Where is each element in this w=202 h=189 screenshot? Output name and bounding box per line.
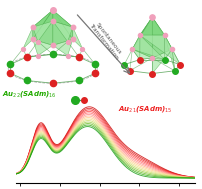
Polygon shape	[132, 49, 152, 60]
Polygon shape	[139, 35, 179, 65]
Polygon shape	[53, 21, 73, 42]
Polygon shape	[152, 17, 171, 58]
Polygon shape	[23, 27, 33, 49]
Polygon shape	[53, 39, 73, 56]
Polygon shape	[132, 17, 152, 49]
Polygon shape	[33, 10, 53, 45]
Polygon shape	[33, 39, 53, 56]
Polygon shape	[152, 17, 171, 49]
Polygon shape	[53, 10, 73, 39]
Polygon shape	[132, 35, 164, 60]
Text: Au$_{22}$(SAdm)$_{16}$: Au$_{22}$(SAdm)$_{16}$	[2, 89, 56, 99]
Polygon shape	[132, 17, 152, 58]
Text: Spontaneous
Transformation: Spontaneous Transformation	[88, 19, 123, 61]
Polygon shape	[53, 10, 73, 27]
Text: Au$_{21}$(SAdm)$_{15}$: Au$_{21}$(SAdm)$_{15}$	[118, 104, 172, 114]
Polygon shape	[53, 10, 73, 45]
Polygon shape	[164, 35, 174, 71]
Polygon shape	[139, 17, 164, 35]
Polygon shape	[33, 10, 53, 39]
Polygon shape	[33, 21, 53, 42]
Polygon shape	[33, 10, 53, 27]
Polygon shape	[152, 49, 171, 74]
Polygon shape	[73, 27, 82, 49]
